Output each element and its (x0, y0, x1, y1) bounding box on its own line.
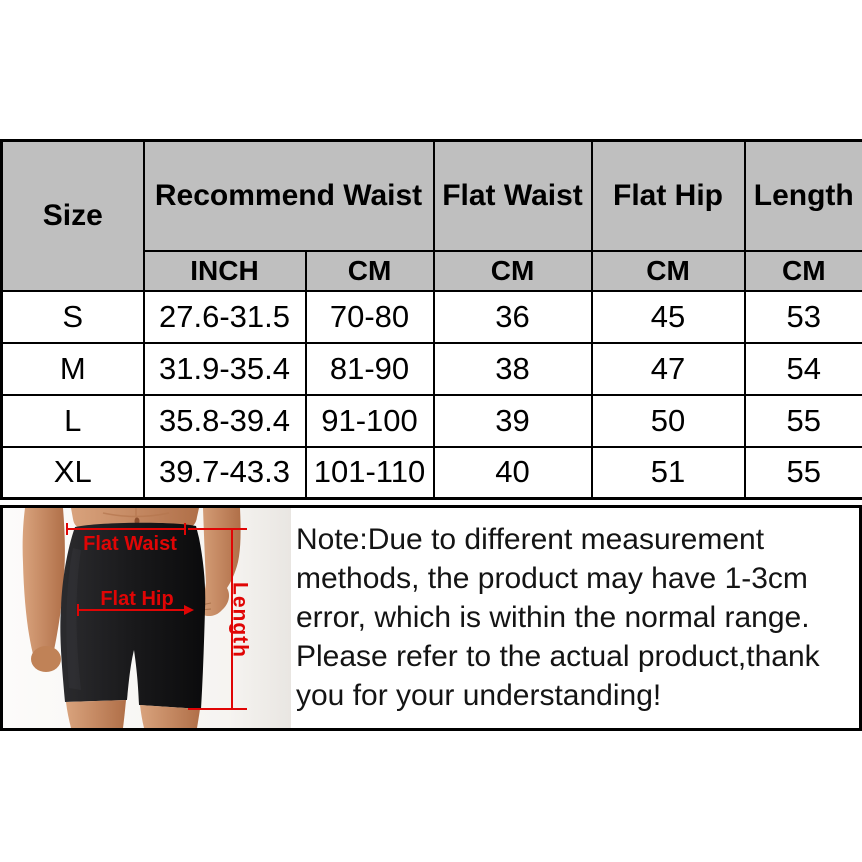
flat-waist-label: Flat Waist (83, 533, 177, 555)
model-right-knee (140, 705, 200, 728)
model-right-arm (22, 508, 65, 665)
col-header-recommend-waist: Recommend Waist (142, 139, 435, 252)
table-row-s: S 27.6-31.5 70-80 36 45 53 (0, 289, 862, 344)
unit-header-cm: CM (304, 249, 435, 292)
note-text: Note:Due to different measurement method… (296, 523, 820, 712)
cell-waist-cm: 91-100 (304, 393, 435, 448)
unit-header-inch: INCH (142, 249, 307, 292)
col-header-length: Length (743, 139, 862, 252)
cell-waist-cm: 81-90 (304, 341, 435, 396)
cell-waist-inch: 27.6-31.5 (142, 289, 307, 344)
measurement-diagram: Flat Waist Flat Hip Length (3, 508, 291, 728)
length-label: Length (228, 582, 252, 658)
cell-flat-hip: 45 (590, 289, 746, 344)
flat-hip-label: Flat Hip (100, 588, 174, 610)
cell-length: 55 (743, 445, 862, 500)
cell-flat-hip: 50 (590, 393, 746, 448)
model-photo (3, 508, 291, 728)
model-left-knee (66, 700, 126, 728)
cell-length: 53 (743, 289, 862, 344)
unit-header-cm: CM (432, 249, 593, 292)
size-table: Size Recommend Waist Flat Waist Flat Hip… (0, 139, 862, 500)
header-row-units: INCH CM CM CM CM (2, 249, 862, 292)
table-row-xl: XL 39.7-43.3 101-110 40 51 55 (0, 445, 862, 500)
cell-length: 55 (743, 393, 862, 448)
unit-header-cm: CM (590, 249, 746, 292)
table-row-m: M 31.9-35.4 81-90 38 47 54 (0, 341, 862, 396)
cell-size: M (0, 341, 145, 396)
cell-flat-waist: 40 (432, 445, 593, 500)
cell-flat-waist: 39 (432, 393, 593, 448)
col-header-size: Size (0, 139, 145, 292)
measurement-lines (66, 523, 247, 710)
cell-waist-cm: 101-110 (304, 445, 435, 500)
cell-size: S (0, 289, 145, 344)
table-row-l: L 35.8-39.4 91-100 39 50 55 (0, 393, 862, 448)
col-header-flat-hip: Flat Hip (590, 139, 746, 252)
cell-flat-hip: 51 (590, 445, 746, 500)
cell-size: L (0, 393, 145, 448)
measurement-note-panel: Flat Waist Flat Hip Length Note:Due to d… (0, 505, 862, 731)
cell-flat-hip: 47 (590, 341, 746, 396)
unit-header-cm: CM (743, 249, 862, 292)
compression-shorts (60, 522, 206, 709)
shorts-sheen (66, 548, 81, 690)
cell-size: XL (0, 445, 145, 500)
col-header-flat-waist: Flat Waist (432, 139, 593, 252)
cell-waist-cm: 70-80 (304, 289, 435, 344)
cell-length: 54 (743, 341, 862, 396)
header-row-1: Size Recommend Waist Flat Waist Flat Hip… (0, 139, 862, 292)
flat-hip-arrow (184, 605, 194, 615)
cell-flat-waist: 36 (432, 289, 593, 344)
cell-waist-inch: 39.7-43.3 (142, 445, 307, 500)
model-right-hand (31, 646, 61, 672)
model-left-arm (196, 508, 241, 617)
cell-flat-waist: 38 (432, 341, 593, 396)
cell-waist-inch: 31.9-35.4 (142, 341, 307, 396)
cell-waist-inch: 35.8-39.4 (142, 393, 307, 448)
